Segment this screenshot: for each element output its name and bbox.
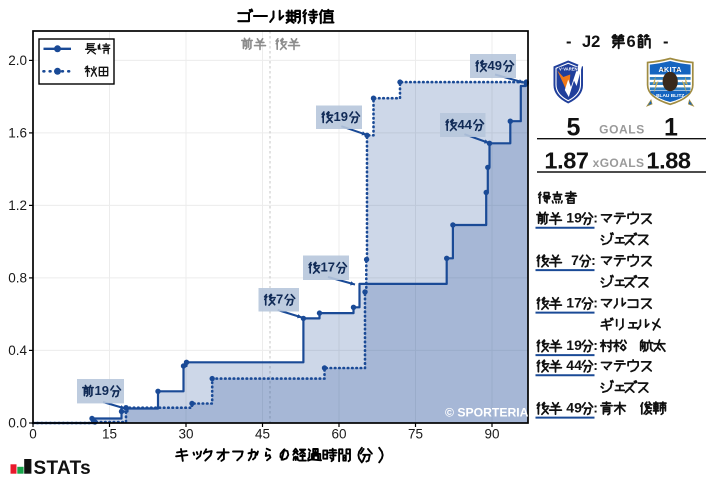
svg-text::: : bbox=[593, 337, 598, 353]
svg-text:17: 17 bbox=[321, 260, 335, 275]
svg-text::: : bbox=[593, 210, 598, 226]
svg-text:0.4: 0.4 bbox=[8, 343, 27, 358]
svg-text:5: 5 bbox=[567, 114, 581, 142]
svg-text:1: 1 bbox=[664, 114, 678, 142]
svg-text:19: 19 bbox=[566, 337, 582, 353]
svg-text:0.0: 0.0 bbox=[8, 416, 27, 431]
svg-text::: : bbox=[591, 252, 596, 268]
svg-text:6: 6 bbox=[627, 33, 636, 51]
svg-text:© SPORTERIA: © SPORTERIA bbox=[445, 406, 529, 420]
svg-text:0: 0 bbox=[29, 427, 37, 442]
svg-text:49: 49 bbox=[566, 400, 582, 416]
svg-text:7: 7 bbox=[571, 252, 579, 268]
svg-text:44: 44 bbox=[566, 357, 582, 373]
svg-text:0.8: 0.8 bbox=[8, 271, 27, 286]
svg-text:BLAU BLITZ: BLAU BLITZ bbox=[656, 93, 684, 99]
svg-text:GOALS: GOALS bbox=[599, 123, 645, 137]
svg-text:49: 49 bbox=[488, 58, 502, 73]
svg-text::: : bbox=[593, 295, 598, 311]
svg-text:75: 75 bbox=[408, 427, 423, 442]
svg-text:-: - bbox=[566, 33, 572, 51]
svg-text:1.88: 1.88 bbox=[646, 148, 690, 174]
svg-text:V·VAREN: V·VAREN bbox=[559, 67, 578, 72]
svg-text:-: - bbox=[663, 33, 669, 51]
svg-text::: : bbox=[593, 357, 598, 373]
svg-text:45: 45 bbox=[255, 427, 270, 442]
svg-text:19: 19 bbox=[95, 383, 109, 398]
svg-text:15: 15 bbox=[102, 427, 117, 442]
svg-text:J2: J2 bbox=[582, 33, 600, 51]
svg-text:2.0: 2.0 bbox=[8, 53, 27, 68]
svg-text:60: 60 bbox=[331, 427, 346, 442]
svg-text:44: 44 bbox=[458, 117, 473, 132]
svg-text:17: 17 bbox=[566, 295, 582, 311]
svg-text:1.87: 1.87 bbox=[544, 148, 588, 174]
svg-text:STATs: STATs bbox=[34, 458, 91, 479]
svg-text:30: 30 bbox=[178, 427, 193, 442]
svg-text::: : bbox=[593, 400, 598, 416]
svg-text:90: 90 bbox=[484, 427, 499, 442]
svg-text:AKITA: AKITA bbox=[658, 65, 681, 74]
svg-text:1.6: 1.6 bbox=[8, 126, 27, 141]
svg-text:19: 19 bbox=[566, 210, 582, 226]
svg-text:19: 19 bbox=[334, 109, 348, 124]
svg-text:xGOALS: xGOALS bbox=[593, 156, 645, 170]
svg-text:7: 7 bbox=[276, 292, 283, 307]
svg-text:1.2: 1.2 bbox=[8, 198, 27, 213]
